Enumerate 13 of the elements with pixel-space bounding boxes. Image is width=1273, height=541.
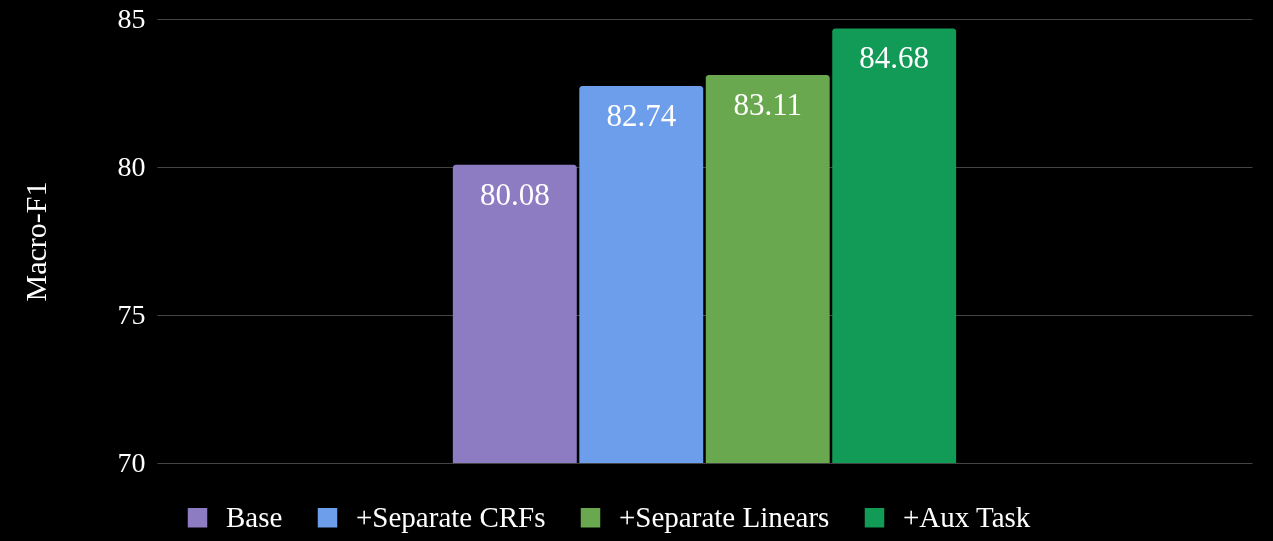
y-tick-label: 70	[117, 446, 146, 478]
legend-label: +Separate Linears	[619, 500, 830, 533]
data-label: 80.08	[479, 176, 550, 212]
legend-label: Base	[226, 500, 283, 533]
y-tick-label: 75	[117, 298, 146, 330]
y-tick-label: 85	[117, 2, 146, 34]
data-label: 82.74	[606, 97, 677, 133]
legend-label: +Separate CRFs	[356, 500, 546, 533]
y-tick-label: 80	[117, 150, 146, 182]
data-label: 83.11	[733, 86, 803, 122]
y-axis-title: Macro-F1	[18, 181, 52, 302]
legend-label: +Aux Task	[903, 500, 1031, 533]
data-label: 84.68	[859, 40, 930, 76]
